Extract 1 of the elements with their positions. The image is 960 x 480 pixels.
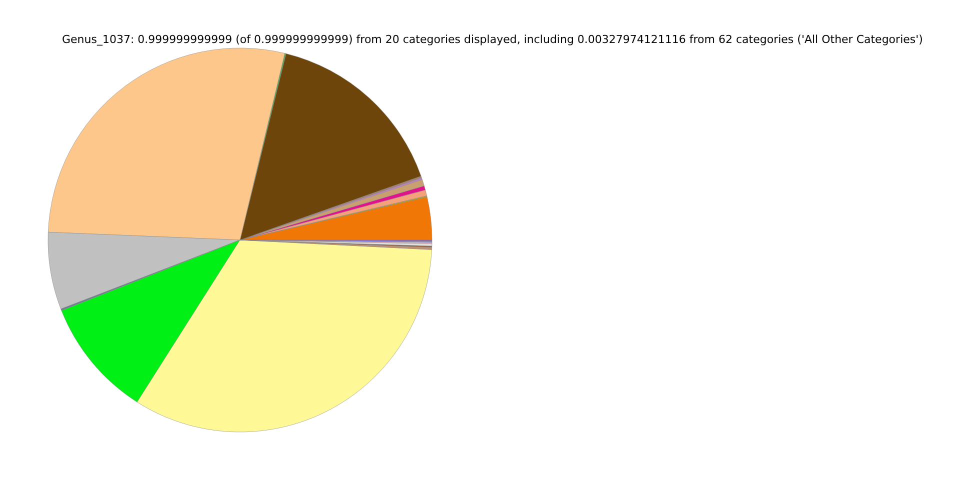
text: Genus_1037: 0.999999999999 (of 0.999999999999) from 20 categories displayed, including 0.00327974121116 from 62 categories ('All Other Categories'): [62, 33, 923, 46]
